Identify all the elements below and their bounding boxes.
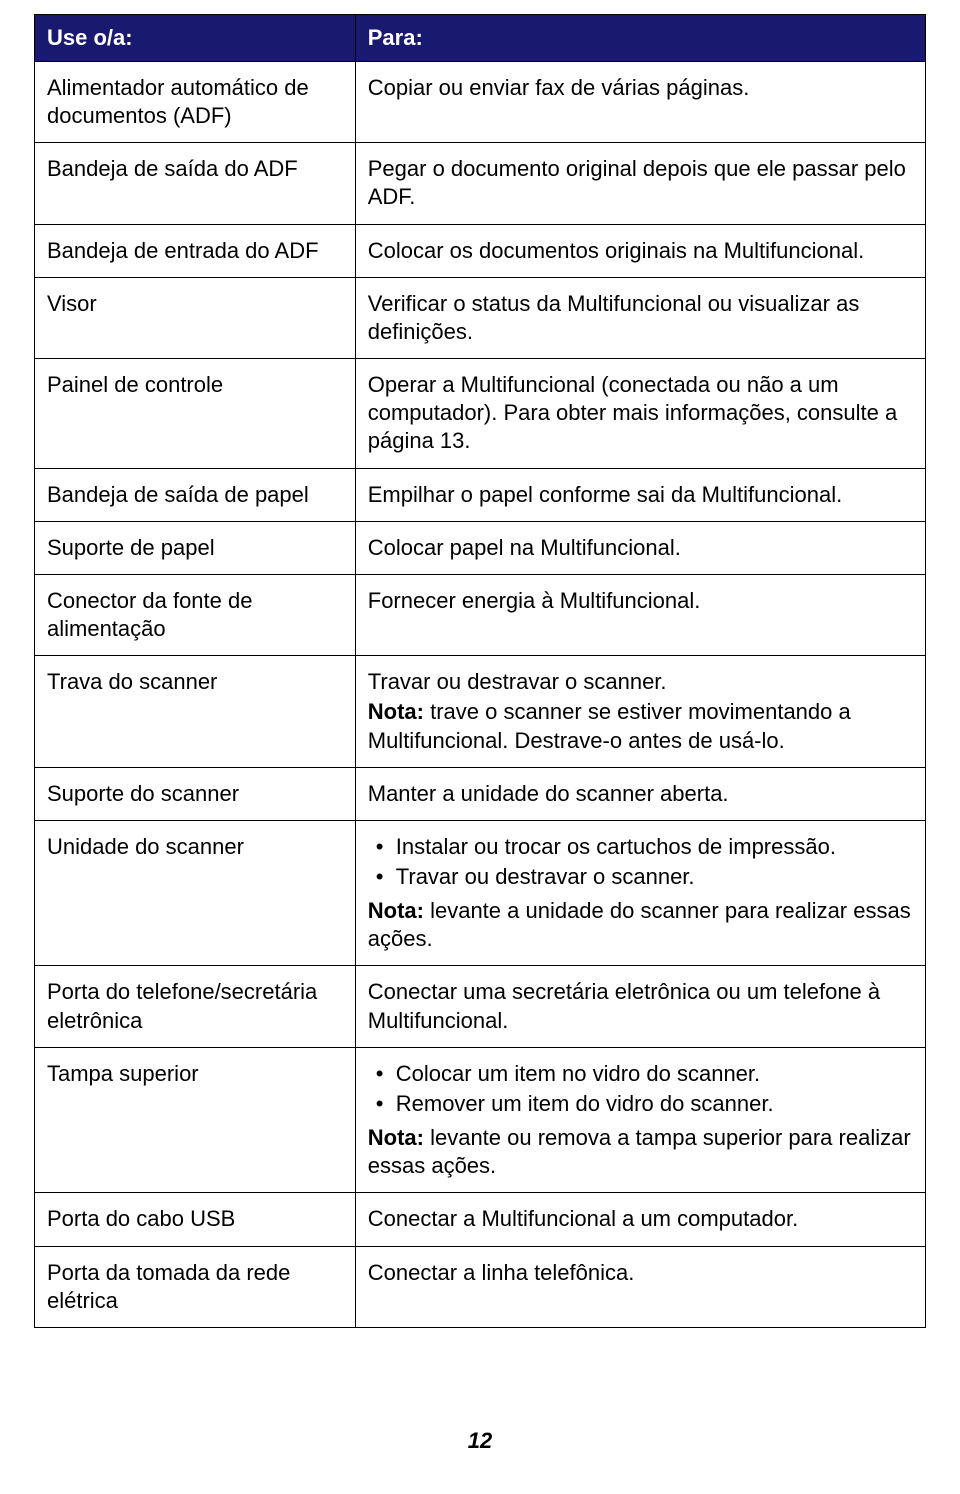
table-row: Suporte do scanner Manter a unidade do sc… — [35, 767, 926, 820]
bullet-item: Travar ou destravar o scanner. — [396, 863, 913, 891]
cell-text: Colocar papel na Multifuncional. — [368, 534, 913, 562]
cell-text: Verificar o status da Multifuncional ou … — [368, 290, 913, 346]
note-text: trave o scanner se estiver movimentando … — [368, 699, 851, 752]
table-row: VisorVerificar o status da Multifunciona… — [35, 277, 926, 358]
cell-text: Conectar uma secretária eletrônica ou um… — [368, 978, 913, 1034]
cell-left: Tampa superior — [35, 1047, 356, 1193]
note: Nota: trave o scanner se estiver movimen… — [368, 698, 913, 754]
cell-left: Conector da fonte de alimentação — [35, 574, 356, 655]
cell-right: Manter a unidade do scanner aberta. — [355, 767, 925, 820]
table-row: Bandeja de saída de papel Empilhar o pape… — [35, 468, 926, 521]
table-row: Bandeja de entrada do ADF Colocar os docu… — [35, 224, 926, 277]
table-row: Unidade do scanner Instalar ou trocar os … — [35, 820, 926, 966]
cell-text: Conectar a linha telefônica. — [368, 1259, 913, 1287]
bullet-item: Instalar ou trocar os cartuchos de impre… — [396, 833, 913, 861]
note-label: Nota: — [368, 898, 424, 923]
table-body: Alimentador automático de documentos (AD… — [35, 62, 926, 1328]
cell-right: Conectar a linha telefônica. — [355, 1246, 925, 1327]
cell-right: Instalar ou trocar os cartuchos de impre… — [355, 820, 925, 966]
cell-left: Porta da tomada da rede elétrica — [35, 1246, 356, 1327]
cell-left: Alimentador automático de documentos (AD… — [35, 62, 356, 143]
cell-right: Travar ou destravar o scanner.Nota: trav… — [355, 656, 925, 767]
table-row: Tampa superiorColocar um item no vidro d… — [35, 1047, 926, 1193]
cell-left: Porta do telefone/secretária eletrônica — [35, 966, 356, 1047]
table-row: Trava do scanner Travar ou destravar o sc… — [35, 656, 926, 767]
page-number: 12 — [34, 1428, 926, 1454]
cell-text: Conectar a Multifuncional a um computado… — [368, 1205, 913, 1233]
cell-left: Porta do cabo USB — [35, 1193, 356, 1246]
cell-right: Verificar o status da Multifuncional ou … — [355, 277, 925, 358]
note-text: levante a unidade do scanner para realiz… — [368, 898, 911, 951]
cell-right: Copiar ou enviar fax de várias páginas. — [355, 62, 925, 143]
cell-right: Colocar papel na Multifuncional. — [355, 521, 925, 574]
bullet-list: Instalar ou trocar os cartuchos de impre… — [368, 833, 913, 891]
cell-text: Fornecer energia à Multifuncional. — [368, 587, 913, 615]
bullet-list: Colocar um item no vidro do scanner.Remo… — [368, 1060, 913, 1118]
header-col1: Use o/a: — [35, 15, 356, 62]
cell-right: Fornecer energia à Multifuncional. — [355, 574, 925, 655]
cell-text: Manter a unidade do scanner aberta. — [368, 780, 913, 808]
cell-left: Bandeja de saída de papel — [35, 468, 356, 521]
table-row: Alimentador automático de documentos (AD… — [35, 62, 926, 143]
cell-right: Colocar um item no vidro do scanner.Remo… — [355, 1047, 925, 1193]
cell-left: Bandeja de entrada do ADF — [35, 224, 356, 277]
cell-text: Empilhar o papel conforme sai da Multifu… — [368, 481, 913, 509]
table-row: Porta do cabo USB Conectar a Multifuncion… — [35, 1193, 926, 1246]
table-row: Suporte de papel Colocar papel na Multifu… — [35, 521, 926, 574]
note: Nota: levante a unidade do scanner para … — [368, 897, 913, 953]
bullet-item: Colocar um item no vidro do scanner. — [396, 1060, 913, 1088]
cell-left: Visor — [35, 277, 356, 358]
cell-text: Travar ou destravar o scanner. — [368, 668, 913, 696]
cell-text: Operar a Multifuncional (conectada ou nã… — [368, 371, 913, 455]
note-label: Nota: — [368, 699, 424, 724]
cell-left: Trava do scanner — [35, 656, 356, 767]
cell-right: Empilhar o papel conforme sai da Multifu… — [355, 468, 925, 521]
cell-right: Colocar os documentos originais na Multi… — [355, 224, 925, 277]
reference-table: Use o/a: Para: Alimentador automático de… — [34, 14, 926, 1328]
cell-text: Colocar os documentos originais na Multi… — [368, 237, 913, 265]
cell-left: Suporte de papel — [35, 521, 356, 574]
cell-text: Copiar ou enviar fax de várias páginas. — [368, 74, 913, 102]
cell-right: Pegar o documento original depois que el… — [355, 143, 925, 224]
note: Nota: levante ou remova a tampa superior… — [368, 1124, 913, 1180]
cell-left: Bandeja de saída do ADF — [35, 143, 356, 224]
cell-right: Conectar a Multifuncional a um computado… — [355, 1193, 925, 1246]
table-row: Porta do telefone/secretária eletrônicaC… — [35, 966, 926, 1047]
cell-right: Conectar uma secretária eletrônica ou um… — [355, 966, 925, 1047]
cell-left: Unidade do scanner — [35, 820, 356, 966]
table-row: Bandeja de saída do ADFPegar o documento… — [35, 143, 926, 224]
note-label: Nota: — [368, 1125, 424, 1150]
note-text: levante ou remova a tampa superior para … — [368, 1125, 911, 1178]
cell-text: Pegar o documento original depois que el… — [368, 155, 913, 211]
header-col2: Para: — [355, 15, 925, 62]
bullet-item: Remover um item do vidro do scanner. — [396, 1090, 913, 1118]
cell-left: Painel de controle — [35, 359, 356, 468]
table-row: Painel de controleOperar a Multifunciona… — [35, 359, 926, 468]
table-row: Porta da tomada da rede elétrica Conectar… — [35, 1246, 926, 1327]
table-row: Conector da fonte de alimentação Fornecer… — [35, 574, 926, 655]
cell-left: Suporte do scanner — [35, 767, 356, 820]
cell-right: Operar a Multifuncional (conectada ou nã… — [355, 359, 925, 468]
